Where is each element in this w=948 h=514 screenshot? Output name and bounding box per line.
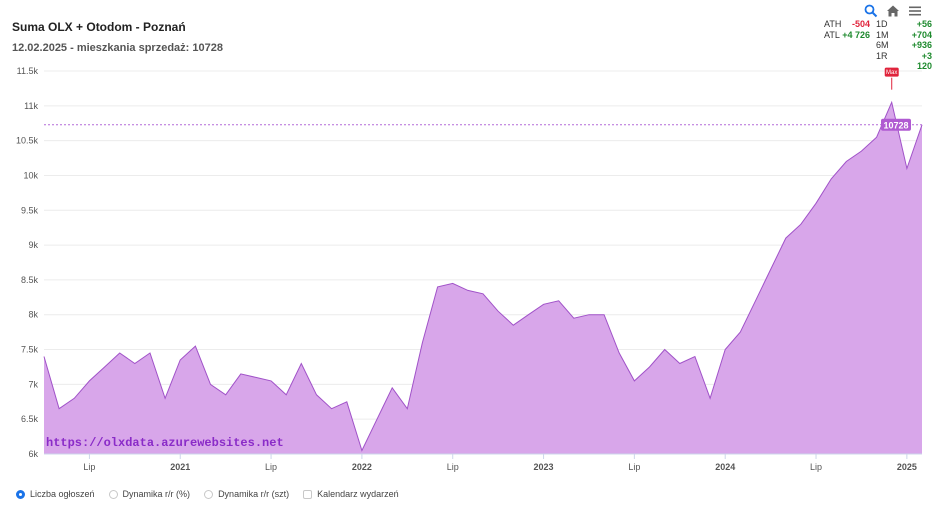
- m1-label: 1M: [876, 29, 889, 40]
- x-tick-label: 2021: [170, 462, 190, 472]
- series-line: [43, 100, 923, 452]
- y-tick-label: 6k: [28, 449, 38, 459]
- legend-label: Dynamika r/r (%): [122, 489, 191, 499]
- legend-item-dynamika-szt[interactable]: Dynamika r/r (szt): [204, 489, 289, 499]
- m1-value: +704: [911, 29, 932, 40]
- max-marker-label: Max: [886, 70, 897, 76]
- y-tick-label: 10k: [23, 170, 38, 180]
- stats-panel: ATH -504 1D +56 ATL +4 726 1M +704 6M +9…: [824, 19, 932, 72]
- x-tick-label: 2022: [352, 462, 372, 472]
- d1-label: 1D: [876, 19, 888, 29]
- atl-value: +4 726: [842, 29, 870, 40]
- x-tick-label: 2023: [534, 462, 554, 472]
- x-tick-label: Lip: [810, 462, 822, 472]
- home-icon[interactable]: [886, 4, 900, 18]
- x-tick-label: Lip: [265, 462, 277, 472]
- radio-icon[interactable]: [16, 489, 25, 499]
- max-marker-badge: [884, 67, 899, 77]
- y-tick-label: 9.5k: [21, 205, 39, 215]
- radio-icon[interactable]: [204, 489, 214, 499]
- r1-label: 1R: [876, 50, 888, 61]
- menu-icon[interactable]: [908, 4, 922, 18]
- x-tick-label: Lip: [447, 462, 459, 472]
- ath-value: -504: [851, 19, 870, 29]
- x-tick-label: 2025: [897, 462, 917, 472]
- legend: Liczba ogłoszeń Dynamika r/r (%) Dynamik…: [16, 489, 399, 499]
- y-tick-label: 8k: [28, 310, 38, 320]
- atl-label: ATL: [824, 29, 840, 40]
- y-tick-label: 11k: [24, 101, 38, 111]
- d1-value: +56: [916, 19, 932, 29]
- legend-item-dynamika-pct[interactable]: Dynamika r/r (%): [108, 489, 191, 499]
- y-tick-label: 10.5k: [16, 136, 39, 146]
- watermark: https://olxdata.azurewebsites.net: [46, 436, 284, 450]
- chart-subtitle: 12.02.2025 - mieszkania sprzedaż: 10728: [12, 42, 223, 54]
- y-tick-label: 6.5k: [21, 414, 39, 424]
- last-value-badge: [881, 118, 911, 131]
- ath-label: ATH: [824, 19, 842, 29]
- checkbox-icon[interactable]: [303, 489, 313, 499]
- zoom-icon[interactable]: [864, 4, 878, 18]
- chart-title: Suma OLX + Otodom - Poznań: [12, 20, 186, 34]
- area-chart[interactable]: 6k 6.5k 7k 7.5k 8k 8.5k 9k 9.5k 10k 10.5k 11k 11.5k…: [0, 60, 948, 480]
- legend-label: Dynamika r/r (szt): [218, 489, 290, 499]
- chart-toolbar: [864, 4, 922, 18]
- x-tick-label: Lip: [628, 462, 640, 472]
- x-tick-label: Lip: [83, 462, 95, 472]
- legend-item-kalendarz[interactable]: Kalendarz wydarzeń: [303, 489, 399, 499]
- m6-label: 6M: [876, 40, 889, 50]
- radio-icon[interactable]: [108, 489, 118, 499]
- x-tick-label: 2024: [715, 462, 735, 472]
- y-tick-label: 7.5k: [21, 345, 39, 355]
- y-tick-label: 7k: [28, 379, 38, 389]
- legend-label: Liczba ogłoszeń: [30, 489, 95, 499]
- area-series: [44, 102, 922, 455]
- last-value-label: 10728: [883, 120, 908, 130]
- y-tick-label: 11.5k: [17, 66, 39, 76]
- r1-value: +3 120: [916, 50, 932, 72]
- legend-item-liczba[interactable]: Liczba ogłoszeń: [16, 489, 95, 499]
- y-tick-label: 8.5k: [21, 275, 39, 285]
- y-tick-label: 9k: [28, 240, 38, 250]
- m6-value: +936: [911, 40, 932, 50]
- legend-label: Kalendarz wydarzeń: [317, 489, 399, 499]
